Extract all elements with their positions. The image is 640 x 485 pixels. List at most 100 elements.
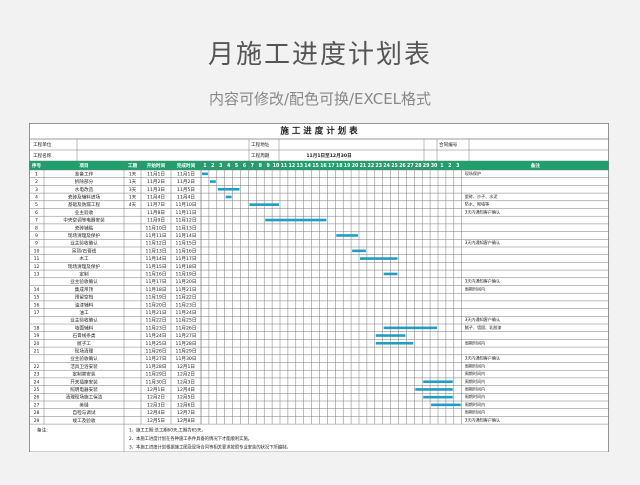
row-remark: 3天内通知客户确认 (465, 278, 500, 284)
row-start: 11月20日 (146, 302, 167, 308)
gantt-bar (415, 388, 453, 391)
row-days: 1天 (129, 179, 137, 185)
row-seq: 2 (35, 179, 38, 185)
row-end: 11月12日 (176, 218, 197, 224)
row-seq: 29 (34, 418, 40, 424)
row-item: 现场清理 (75, 347, 94, 354)
row-seq: 19 (34, 333, 40, 339)
row-start: 11月23日 (146, 325, 167, 331)
row-start: 11月25日 (146, 341, 167, 347)
header-day: 23 (375, 163, 382, 169)
row-remark: 腻子、墙固、乳胶漆 (465, 324, 502, 330)
row-seq: 14 (34, 287, 40, 293)
row-seq: 18 (34, 325, 40, 331)
row-end: 11月5日 (177, 187, 195, 193)
row-end: 11月22日 (176, 295, 197, 301)
row-remark: 周期时间内 (465, 393, 485, 399)
banner: 月施工进度计划表 内容可修改/配色可换/EXCEL格式 (0, 0, 640, 120)
row-start: 12月4日 (147, 410, 165, 416)
header-seq: 序号 (32, 162, 42, 169)
header-day: 27 (407, 163, 414, 169)
row-start: 11月24日 (146, 333, 167, 339)
schedule-sheet: 施 工 进 度 计 划 表工程单位 工程地址 合同编号 工程名称 工程周期 11月1日至1… (29, 123, 610, 453)
row-end: 11月29日 (176, 348, 197, 354)
header-day: 6 (243, 163, 247, 169)
row-start: 12月1日 (147, 387, 165, 393)
header-day: 18 (336, 163, 343, 169)
header-day: 20 (352, 163, 359, 169)
header-day: 19 (344, 163, 351, 169)
row-seq: 3 (35, 187, 38, 193)
gantt-bar (360, 257, 398, 260)
header-day: 2 (211, 163, 214, 169)
row-seq: 25 (34, 387, 40, 393)
row-item: 清理现场施工保洁 (66, 394, 103, 401)
row-seq: 28 (34, 410, 40, 416)
row-end: 12月2日 (177, 372, 195, 378)
row-end: 11月10日 (176, 202, 197, 208)
row-seq: 17 (34, 310, 40, 316)
header-day: 2 (448, 163, 451, 169)
row-start: 11月17日 (146, 279, 167, 285)
row-seq: 27 (34, 402, 40, 408)
row-end: 11月18日 (176, 264, 197, 270)
row-start: 11月7日 (147, 202, 165, 208)
row-item: 准备工作 (75, 170, 94, 177)
row-item: 基础及防漏工程 (68, 201, 101, 208)
row-item: 腻子工 (77, 340, 91, 347)
row-item: 拆除部分 (75, 178, 94, 185)
row-end: 12月6日 (177, 402, 195, 408)
row-seq: 21 (34, 348, 40, 354)
row-start: 11月21日 (146, 310, 167, 316)
header-day: 1 (203, 163, 206, 169)
header-day: 13 (296, 163, 303, 169)
row-item: 开关插座安装 (70, 378, 98, 385)
row-start: 11月15日 (146, 264, 167, 270)
row-start: 12月5日 (147, 418, 165, 424)
row-seq: 11 (34, 256, 40, 262)
row-seq: 16 (34, 302, 40, 308)
row-end: 11月14日 (176, 233, 197, 239)
row-start: 11月12日 (146, 241, 167, 247)
row-item: 业主验收确认 (70, 240, 98, 247)
gantt-bar (375, 341, 414, 345)
row-remark: 3天内通知客户确认 (465, 355, 500, 361)
row-remark: 周期时间内 (465, 385, 485, 391)
row-days: 3天 (129, 187, 137, 193)
row-start: 11月26日 (146, 348, 167, 354)
row-start: 11月3日 (147, 187, 165, 193)
row-end: 12月1日 (177, 364, 195, 370)
row-remark: 周期时间内 (465, 339, 485, 345)
header-day: 3 (219, 163, 222, 169)
row-end: 12月3日 (177, 379, 195, 385)
banner-title: 月施工进度计划表 (207, 40, 432, 70)
row-end: 11月4日 (177, 194, 195, 200)
row-remark: 3天内通知客户确认 (465, 208, 500, 214)
row-start: 11月9日 (147, 218, 165, 224)
row-item: 瓷砖铺贴 (75, 224, 94, 231)
contract-label: 合同编号 (439, 141, 458, 148)
header-days: 工期 (128, 162, 138, 169)
row-item: 石膏线条类 (73, 332, 96, 339)
row-end: 11月2日 (177, 179, 195, 185)
header-day: 3 (456, 163, 459, 169)
row-remark: 3天内通知客户确认 (465, 316, 500, 322)
header-day: 11 (281, 163, 288, 169)
header-day: 7 (251, 163, 254, 169)
row-remark: 3天内通知客户确认 (465, 239, 500, 245)
header-day: 25 (391, 163, 398, 169)
row-seq: 9 (35, 241, 38, 247)
row-remark: 周期时间内 (465, 378, 485, 384)
row-start: 11月8日 (147, 210, 165, 216)
row-end: 12月4日 (177, 387, 195, 393)
row-item: 业主验收 (75, 209, 94, 216)
row-end: 11月23日 (176, 302, 197, 308)
header-start: 开始时间 (147, 162, 166, 169)
row-item: 照明电器安装 (70, 386, 98, 393)
row-end: 11月11日 (176, 210, 197, 216)
header-day: 22 (368, 163, 375, 169)
header-remark: 备注 (530, 162, 541, 169)
banner-subtitle: 内容可修改/配色可换/EXCEL格式 (208, 90, 432, 108)
row-remark: 周期时间内 (465, 285, 485, 291)
period-label: 工程周期 (251, 152, 270, 159)
